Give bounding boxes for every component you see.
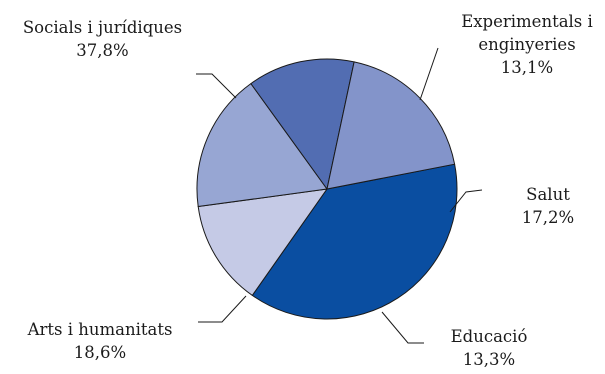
slice-name-experimentals-2: enginyeries (478, 35, 576, 54)
pie-slice-educacio (250, 58, 355, 190)
slice-name-educacio: Educació (450, 327, 528, 346)
slice-value-experimentals: 13,1% (500, 58, 554, 77)
slice-label-socials: Socials i jurídiques 37,8% (10, 16, 195, 62)
slice-label-educacio: Educació 13,3% (434, 325, 544, 371)
leader-lines (196, 47, 483, 344)
slice-name-socials: Socials i jurídiques (22, 18, 183, 37)
pie-slice-arts (326, 61, 456, 190)
slice-name-salut: Salut (526, 185, 570, 204)
pie-slice-salut (196, 83, 328, 208)
leader-line-salut (449, 189, 483, 213)
slice-value-arts: 18,6% (73, 343, 127, 362)
pie-slices (196, 58, 458, 320)
slice-value-educacio: 13,3% (462, 350, 516, 369)
slice-label-salut: Salut 17,2% (508, 183, 588, 229)
pie-slice-socials (251, 163, 458, 320)
slice-label-arts: Arts i humanitats 18,6% (14, 318, 186, 364)
slice-value-socials: 37,8% (76, 41, 129, 60)
leader-line-socials (196, 73, 237, 99)
slice-name-arts: Arts i humanitats (27, 320, 173, 339)
slice-label-experimentals: Experimentals i enginyeries 13,1% (452, 10, 602, 79)
slice-name-experimentals-1: Experimentals i (461, 12, 593, 31)
leader-line-experimentals (419, 47, 439, 101)
slice-value-salut: 17,2% (521, 208, 575, 227)
pie-slice-experimentals (197, 188, 328, 296)
leader-line-arts (198, 295, 247, 323)
leader-line-educacio (381, 311, 424, 344)
